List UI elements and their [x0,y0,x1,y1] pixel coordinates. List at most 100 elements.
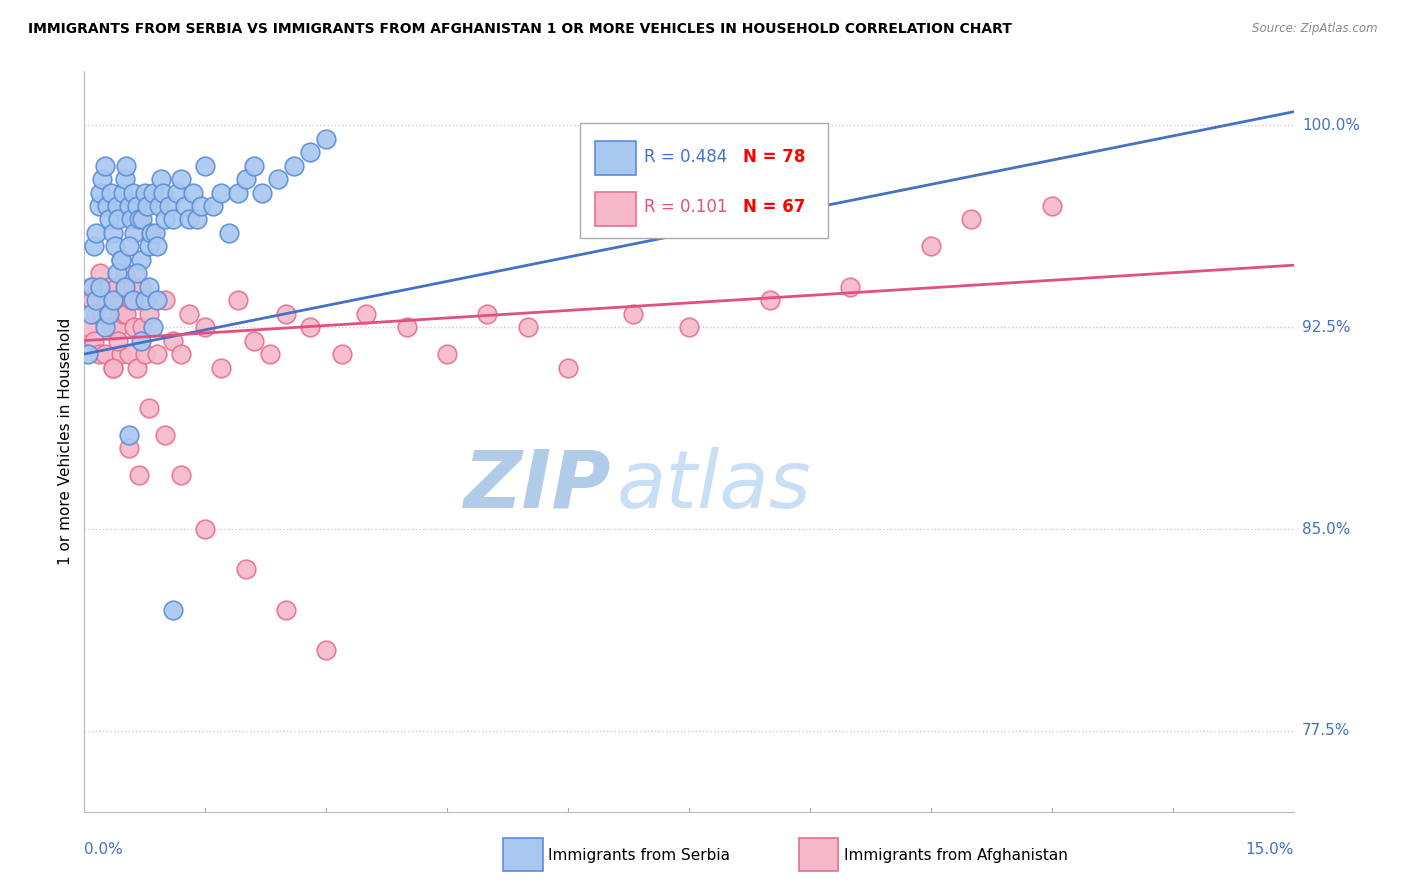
Point [356,307,378,321]
Point [162,334,184,348]
Text: 0.0%: 0.0% [84,842,124,857]
Point [129,252,152,267]
Point [202,199,225,213]
Point [146,239,169,253]
Point [174,199,197,213]
Point [128,468,150,483]
Text: N = 67: N = 67 [744,198,806,217]
Point [124,320,146,334]
Point [112,307,135,321]
Point [153,212,176,227]
Point [82,293,104,308]
Point [86,293,108,308]
Point [118,199,141,213]
Point [299,145,322,160]
Point [1040,199,1063,213]
Point [274,307,297,321]
Point [120,212,142,227]
Point [557,360,579,375]
Point [315,643,337,657]
Point [107,212,129,227]
Point [839,279,862,293]
Point [93,320,115,334]
Point [93,347,115,361]
Point [118,239,141,253]
FancyBboxPatch shape [595,142,636,176]
Point [83,334,105,348]
Point [209,186,232,200]
Point [89,279,111,293]
Text: 100.0%: 100.0% [1302,118,1360,133]
Point [194,522,217,536]
Point [121,279,143,293]
Text: atlas: atlas [616,447,811,525]
Text: IMMIGRANTS FROM SERBIA VS IMMIGRANTS FROM AFGHANISTAN 1 OR MORE VEHICLES IN HOUS: IMMIGRANTS FROM SERBIA VS IMMIGRANTS FRO… [28,22,1012,37]
Point [209,360,232,375]
Point [477,307,499,321]
FancyBboxPatch shape [595,192,636,226]
Text: R = 0.101: R = 0.101 [644,198,728,217]
Point [960,212,983,227]
Point [80,279,103,293]
Point [115,159,138,173]
Point [104,239,127,253]
Point [621,307,644,321]
Point [758,293,780,308]
Point [93,159,115,173]
Point [283,159,305,173]
Point [131,320,153,334]
Point [82,279,104,293]
Point [170,468,193,483]
Point [134,186,156,200]
Point [267,172,290,186]
Point [120,293,142,308]
Point [157,199,180,213]
Point [91,172,114,186]
Point [77,347,100,361]
Point [125,199,148,213]
Text: 77.5%: 77.5% [1302,723,1350,739]
Point [91,307,114,321]
Point [235,172,257,186]
Text: Immigrants from Afghanistan: Immigrants from Afghanistan [844,848,1067,863]
Point [105,266,128,280]
Point [86,307,108,321]
Point [395,320,418,334]
Point [436,347,458,361]
Point [920,239,942,253]
FancyBboxPatch shape [581,123,828,238]
Point [143,226,166,240]
Point [149,172,172,186]
Point [226,293,249,308]
Point [101,360,124,375]
Point [162,212,184,227]
Point [77,320,100,334]
Point [100,186,122,200]
Point [186,212,208,227]
Point [107,320,129,334]
Point [142,320,165,334]
Point [136,199,159,213]
Point [107,334,129,348]
Point [101,293,124,308]
Text: 15.0%: 15.0% [1246,842,1294,857]
Point [134,347,156,361]
Point [516,320,538,334]
Point [124,226,146,240]
Point [89,266,111,280]
Point [125,266,148,280]
Point [146,347,169,361]
Point [162,603,184,617]
Point [115,307,138,321]
Text: Immigrants from Serbia: Immigrants from Serbia [548,848,730,863]
Point [146,293,169,308]
Point [274,603,297,617]
Point [170,172,193,186]
Point [138,307,160,321]
Point [226,186,249,200]
Point [121,293,143,308]
Point [330,347,353,361]
Point [181,186,204,200]
Point [166,186,188,200]
Point [148,199,170,213]
